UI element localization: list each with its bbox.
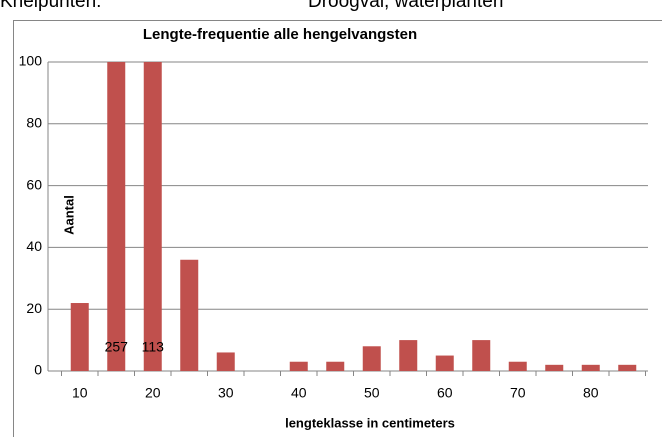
y-tick-label: 80 bbox=[26, 115, 42, 131]
bar bbox=[545, 364, 564, 371]
data-label: 257 bbox=[105, 339, 129, 355]
data-label: 113 bbox=[142, 339, 165, 355]
y-tick-label: 0 bbox=[34, 362, 42, 378]
doc-label: Knelpunten: bbox=[0, 0, 101, 12]
chart-title: Lengte-frequentie alle hengelvangsten bbox=[143, 26, 417, 43]
bar bbox=[326, 361, 345, 371]
bar bbox=[399, 340, 418, 371]
bar bbox=[216, 352, 235, 371]
y-tick-label: 20 bbox=[26, 300, 42, 316]
x-tick-label: 50 bbox=[364, 385, 380, 401]
bar bbox=[107, 62, 126, 371]
bar bbox=[508, 361, 527, 371]
y-tick-label: 40 bbox=[26, 238, 42, 254]
doc-value: Droogval, waterplanten bbox=[308, 0, 503, 12]
bar bbox=[180, 259, 199, 371]
x-tick-label: 20 bbox=[145, 385, 161, 401]
bar bbox=[289, 361, 308, 371]
x-tick-label: 80 bbox=[583, 385, 599, 401]
bar bbox=[435, 355, 454, 371]
y-axis-title: Aantal bbox=[61, 195, 76, 235]
x-tick-label: 70 bbox=[510, 385, 526, 401]
x-tick-label: 60 bbox=[437, 385, 453, 401]
x-tick-label: 40 bbox=[291, 385, 307, 401]
y-tick-label: 60 bbox=[26, 176, 42, 192]
bar bbox=[581, 364, 600, 371]
bar bbox=[362, 346, 381, 371]
x-tick-label: 30 bbox=[218, 385, 234, 401]
bars bbox=[70, 62, 637, 371]
bar bbox=[618, 364, 637, 371]
x-tick-label: 10 bbox=[72, 385, 88, 401]
bar bbox=[143, 62, 162, 371]
bar bbox=[472, 340, 491, 371]
y-tick-label: 100 bbox=[19, 53, 43, 69]
bar bbox=[70, 303, 89, 371]
x-axis-title: lengteklasse in centimeters bbox=[285, 415, 455, 430]
